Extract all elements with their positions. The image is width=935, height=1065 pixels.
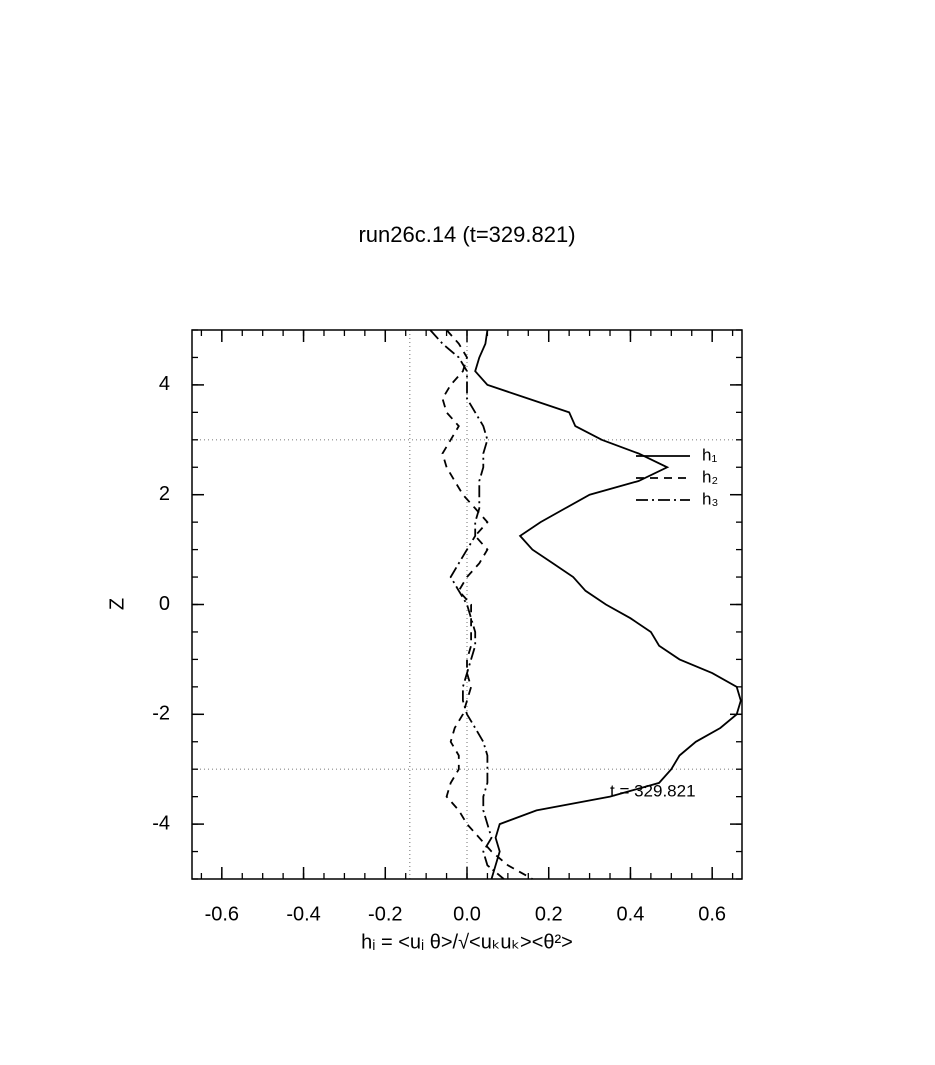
annotation: t = 329.821 <box>610 781 696 800</box>
y-tick-label: 2 <box>159 483 170 505</box>
plot-frame <box>191 329 743 880</box>
legend-label: h₂ <box>702 467 718 486</box>
y-axis-label: Z <box>106 598 128 610</box>
legend-label: h₁ <box>702 445 717 464</box>
x-tick-label: 0.2 <box>535 903 563 925</box>
y-tick-label: 0 <box>159 593 170 615</box>
chart-title: run26c.14 (t=329.821) <box>358 222 575 247</box>
x-tick-label: -0.2 <box>368 903 402 925</box>
y-tick-label: -4 <box>152 812 170 834</box>
x-tick-label: 0.0 <box>453 903 481 925</box>
x-tick-label: -0.6 <box>205 903 239 925</box>
y-tick-label: -2 <box>152 703 170 725</box>
y-tick-label: 4 <box>159 373 170 395</box>
x-tick-label: -0.4 <box>286 903 320 925</box>
x-tick-label: 0.6 <box>698 903 726 925</box>
x-axis-label: hᵢ = <uᵢ θ>/√<uₖuₖ><θ²> <box>361 931 573 953</box>
legend-label: h₃ <box>702 489 718 508</box>
x-tick-label: 0.4 <box>617 903 645 925</box>
series-line <box>474 329 742 880</box>
series-line <box>441 329 533 880</box>
